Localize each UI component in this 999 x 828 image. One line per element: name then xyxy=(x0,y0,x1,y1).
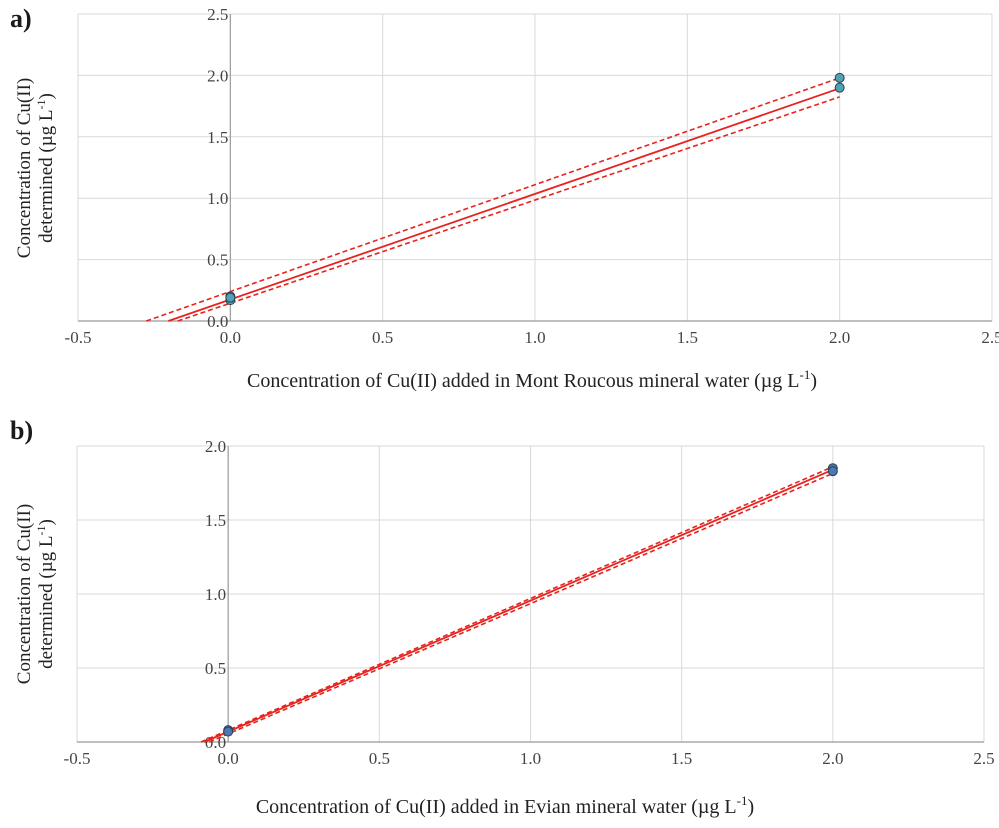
data-point xyxy=(834,82,845,93)
panel-label: b) xyxy=(10,416,34,445)
x-tick-label: 0.5 xyxy=(372,328,393,347)
x-tick-label: 0.0 xyxy=(218,749,239,768)
x-tick-label: 1.5 xyxy=(677,328,698,347)
confidence-band-lower xyxy=(208,472,834,743)
panel-label: a) xyxy=(10,4,32,33)
x-tick-label: 2.0 xyxy=(822,749,843,768)
y-axis-title-line1: Concentration of Cu(II) xyxy=(14,78,35,258)
y-axis-title-line2: determined (µg L-1) xyxy=(34,519,57,669)
y-tick-label: 2.0 xyxy=(207,66,228,85)
data-point xyxy=(834,72,845,83)
regression-line xyxy=(168,87,840,322)
confidence-band-lower xyxy=(177,96,840,322)
x-tick-label: 1.0 xyxy=(520,749,541,768)
y-tick-label: 0.0 xyxy=(207,312,228,331)
y-tick-label: 2.0 xyxy=(205,437,226,456)
y-tick-label: 1.0 xyxy=(207,189,228,208)
confidence-band-upper xyxy=(146,77,840,322)
y-tick-label: 0.0 xyxy=(205,733,226,752)
y-axis-title: Concentration of Cu(II) determined (µg L-… xyxy=(14,78,57,258)
x-axis-title: Concentration of Cu(II) added in Mont Ro… xyxy=(247,367,817,392)
x-tick-label: 2.0 xyxy=(829,328,850,347)
y-axis-title-line2: determined (µg L-1) xyxy=(34,93,57,243)
y-axis-title: Concentration of Cu(II) determined (µg L-… xyxy=(14,504,57,684)
x-tick-label: 0.5 xyxy=(369,749,390,768)
regression-line xyxy=(203,468,834,743)
x-tick-label: 0.0 xyxy=(220,328,241,347)
y-tick-label: 1.5 xyxy=(207,128,228,147)
data-point xyxy=(223,726,234,737)
chart-panel-b: b) -0.5 0.0 0.5 1.0 1.5 2.0 2.5 0.0 0.5 1.0 1.5 2.0… xyxy=(0,414,999,828)
x-tick-label: -0.5 xyxy=(65,328,92,347)
confidence-band-upper xyxy=(200,465,834,743)
x-tick-label: -0.5 xyxy=(64,749,91,768)
chart-panel-a: a) -0.5 0.0 0.5 1.0 1.5 2.0 2.5 0.0 0.5 1.0 1.5 2.0… xyxy=(0,0,999,410)
y-axis-title-line1: Concentration of Cu(II) xyxy=(14,504,35,684)
x-axis-title: Concentration of Cu(II) added in Evian m… xyxy=(256,793,754,818)
chart-svg-a: -0.5 0.0 0.5 1.0 1.5 2.0 2.5 0.0 0.5 1.0 1.5 2.0 2.5… xyxy=(14,5,999,392)
y-tick-label: 0.5 xyxy=(207,251,228,270)
data-point xyxy=(225,292,236,303)
x-tick-label: 2.5 xyxy=(973,749,994,768)
y-tick-label: 0.5 xyxy=(205,659,226,678)
chart-svg-b: -0.5 0.0 0.5 1.0 1.5 2.0 2.5 0.0 0.5 1.0 1.5 2.0 Con… xyxy=(14,437,995,818)
x-tick-label: 2.5 xyxy=(981,328,999,347)
x-tick-label: 1.0 xyxy=(524,328,545,347)
y-tick-label: 1.0 xyxy=(205,585,226,604)
y-tick-label: 1.5 xyxy=(205,511,226,530)
x-tick-label: 1.5 xyxy=(671,749,692,768)
y-tick-label: 2.5 xyxy=(207,5,228,24)
data-point xyxy=(827,466,838,477)
